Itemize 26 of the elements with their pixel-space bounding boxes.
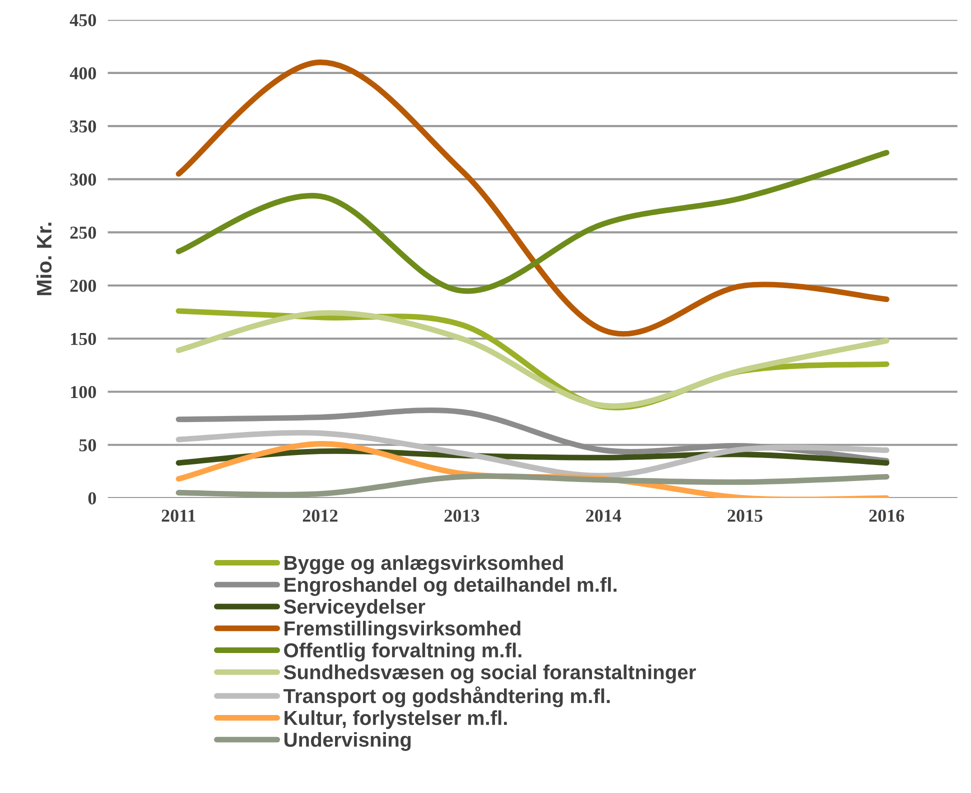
x-tick-label: 2011 — [162, 510, 196, 522]
x-tick-label: 2016 — [869, 510, 904, 522]
legend-label: Offentlig forvaltning m.fl. — [284, 642, 522, 662]
legend-label: Kultur, forlystelser m.fl. — [284, 710, 507, 730]
y-tick-label: 100 — [71, 386, 96, 398]
y-tick-label: 50 — [79, 439, 96, 452]
y-tick-label: 0 — [88, 492, 96, 504]
legend-label: Transport og godshåndtering m.fl. — [284, 686, 610, 708]
x-tick-label: 2012 — [302, 510, 338, 522]
y-tick-label: 400 — [70, 67, 96, 80]
y-tick-label: 450 — [70, 14, 96, 26]
x-tick-label: 2015 — [728, 510, 762, 522]
x-tick-label: 2014 — [586, 510, 622, 522]
x-tick-label: 2013 — [444, 510, 480, 522]
y-tick-label: 200 — [70, 280, 96, 292]
legend-label: Sundhedsvæsen og social foranstaltninger — [284, 664, 696, 684]
y-tick-label: 250 — [70, 226, 96, 239]
y-tick-label: 300 — [70, 173, 96, 186]
legend-label: Fremstillingsvirksomhed — [284, 620, 520, 640]
legend-label: Engroshandel og detailhandel m.fl. — [284, 577, 616, 596]
legend-label: Serviceydelser — [284, 598, 426, 618]
legend-label: Undervisning — [284, 732, 411, 751]
legend-label: Bygge og anlægsvirksomhed — [284, 555, 563, 574]
y-tick-label: 350 — [70, 120, 96, 133]
y-tick-label: 150 — [71, 332, 96, 346]
y-axis-title: Mio. Kr. — [36, 222, 52, 296]
